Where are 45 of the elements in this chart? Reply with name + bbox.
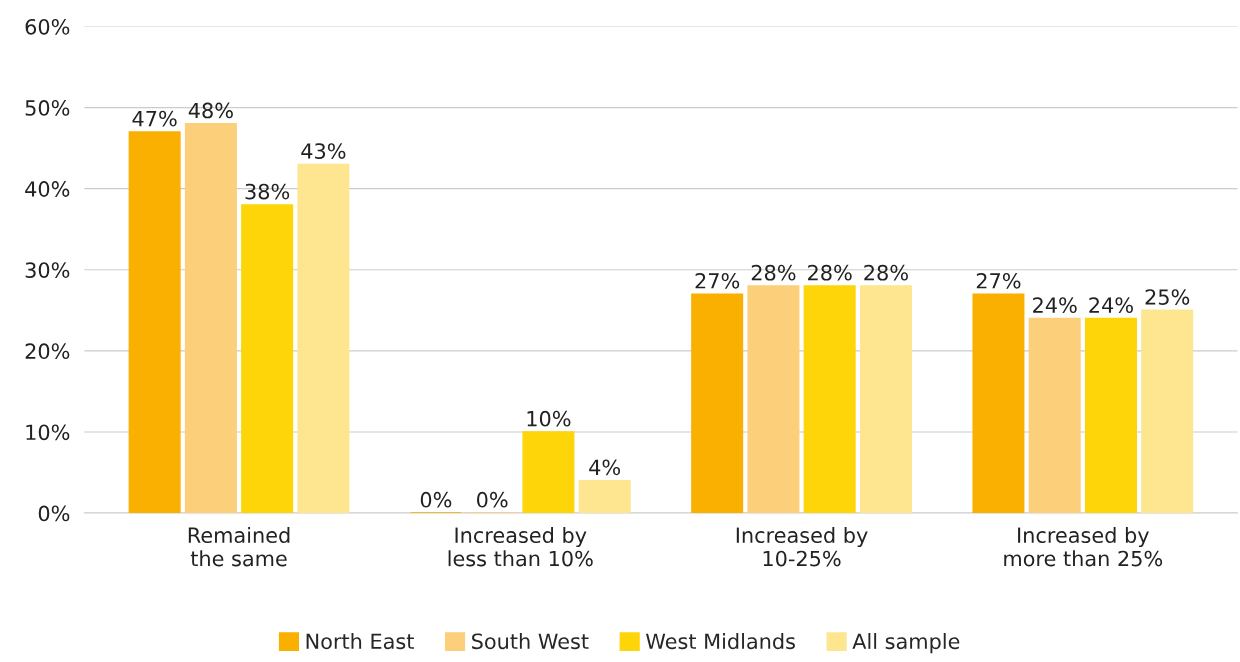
data-label: 28%	[808, 264, 852, 281]
legend-label: South West	[472, 633, 589, 650]
bar	[578, 479, 631, 514]
data-label: 10%	[527, 410, 571, 427]
bar	[803, 285, 856, 514]
bar	[297, 163, 350, 514]
data-label: 4%	[589, 459, 621, 476]
data-label: 0%	[477, 491, 508, 508]
data-label: 47%	[132, 110, 177, 127]
data-label: 43%	[301, 143, 346, 159]
data-label: 48%	[188, 102, 233, 119]
bar	[691, 293, 744, 514]
x-tick-label: Increased by less than 10%	[448, 526, 593, 567]
bar	[522, 431, 575, 514]
data-label: 28%	[864, 264, 908, 281]
legend-label: West Midlands	[646, 633, 795, 650]
y-tick-label: 40%	[25, 181, 70, 197]
data-label: 25%	[1145, 289, 1190, 305]
bar	[972, 293, 1025, 514]
y-tick-label: 30%	[25, 262, 70, 278]
bar	[747, 285, 800, 514]
bar	[241, 204, 294, 514]
y-tick-label: 60%	[25, 18, 70, 35]
bar	[1028, 317, 1081, 514]
y-tick-label: 10%	[26, 424, 70, 441]
data-label: 27%	[695, 272, 740, 289]
data-label: 24%	[1033, 297, 1077, 313]
legend-label: All sample	[852, 633, 960, 654]
y-tick-label: 20%	[25, 343, 70, 360]
bar	[1141, 309, 1194, 514]
legend-label: North East	[306, 633, 414, 650]
y-tick-label: 0%	[38, 505, 70, 522]
bar	[859, 285, 912, 514]
data-label: 27%	[976, 272, 1021, 289]
x-tick-label: Increased by more than 25%	[1004, 526, 1163, 567]
data-label: 24%	[1089, 297, 1133, 313]
bar	[128, 131, 181, 514]
x-tick-label: Increased by 10-25%	[736, 526, 868, 567]
x-tick-label: Remained the same	[188, 526, 290, 567]
bar	[184, 123, 237, 514]
y-tick-label: 50%	[25, 100, 70, 116]
data-label: 28%	[751, 264, 796, 281]
bar	[1084, 317, 1137, 514]
data-label: 38%	[245, 183, 290, 200]
data-label: 0%	[420, 491, 452, 508]
